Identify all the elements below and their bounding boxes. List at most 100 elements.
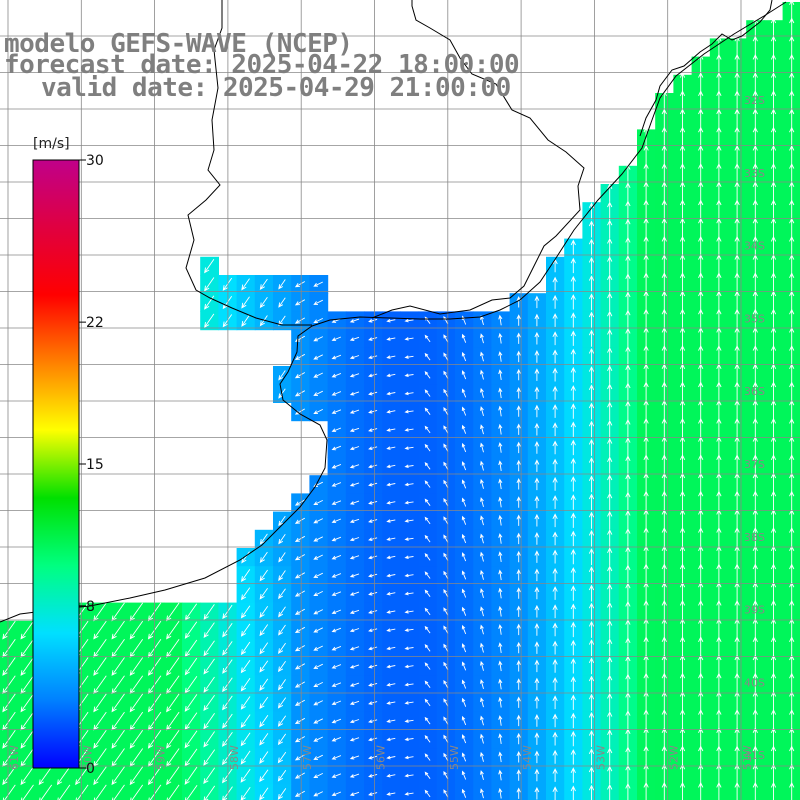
wind-arrow (552, 476, 558, 491)
wind-arrow (241, 551, 250, 564)
wind-arrow (424, 389, 431, 397)
wind-arrow (294, 663, 306, 670)
wind-arrow (607, 711, 613, 730)
wind-arrow (480, 460, 484, 471)
wind-arrow (368, 318, 378, 323)
wind-arrow (368, 500, 378, 505)
wind-arrow (203, 676, 215, 693)
wind-arrow (278, 515, 286, 527)
wind-arrow (607, 219, 613, 239)
wind-arrow (461, 570, 467, 580)
wind-arrow (368, 737, 378, 742)
wind-arrow (93, 766, 107, 786)
lat-label: 34S (744, 240, 765, 253)
wind-arrow (480, 569, 484, 580)
wind-arrow (461, 643, 467, 653)
wind-arrow (552, 367, 558, 382)
wind-arrow (480, 733, 484, 744)
lon-label: 61W (8, 745, 21, 770)
wind-cell (236, 784, 256, 800)
wind-cell (54, 784, 74, 800)
wind-arrow (278, 370, 286, 381)
wind-arrow (516, 732, 521, 745)
wind-arrow (111, 693, 125, 713)
wind-arrow (789, 781, 795, 800)
wind-arrow (607, 620, 613, 639)
wind-arrow (349, 336, 360, 341)
wind-arrow (588, 256, 595, 274)
wind-arrow (386, 610, 396, 614)
wind-arrow (404, 737, 414, 742)
wind-arrow (386, 410, 396, 414)
wind-arrow (424, 480, 431, 488)
wind-arrow (552, 713, 558, 728)
wind-arrow (111, 602, 125, 622)
wind-arrow (2, 657, 16, 676)
wind-arrow (241, 296, 250, 309)
wind-cell (182, 784, 201, 800)
wind-arrow (588, 784, 595, 800)
wind-arrow (552, 640, 558, 655)
wind-cell (418, 784, 438, 800)
wind-arrow (259, 551, 268, 563)
wind-arrow (129, 639, 144, 658)
wind-cell (72, 784, 92, 800)
wind-arrow (313, 281, 323, 287)
wind-arrow (498, 715, 503, 726)
wind-arrow (552, 567, 558, 582)
wind-arrow (349, 464, 360, 469)
wind-arrow (607, 510, 613, 530)
wind-arrow (443, 443, 449, 452)
wind-arrow (424, 571, 431, 579)
wind-arrow (204, 295, 215, 310)
wind-arrow (111, 766, 125, 786)
wind-arrow (498, 478, 503, 490)
wind-arrow (534, 786, 540, 800)
wind-arrow (607, 419, 613, 439)
wind-arrow (93, 639, 107, 658)
wind-arrow (534, 677, 540, 691)
wind-arrow (498, 769, 503, 781)
wind-arrow (480, 642, 484, 653)
wind-arrow (294, 372, 306, 379)
wind-arrow (588, 457, 595, 475)
wind-arrow (93, 730, 107, 749)
wind-arrow (349, 555, 360, 560)
wind-arrow (498, 423, 503, 435)
wind-arrow (349, 700, 360, 705)
wind-arrow (386, 573, 396, 578)
lat-label: 32S (744, 94, 765, 107)
wind-arrow (752, 781, 758, 800)
wind-arrow (368, 701, 378, 705)
wind-arrow (349, 773, 360, 778)
wind-arrow (313, 718, 323, 724)
wind-arrow (368, 464, 378, 469)
wind-arrow (498, 733, 503, 744)
wind-arrow (368, 573, 378, 578)
wind-arrow (294, 499, 306, 506)
wind-arrow (607, 565, 613, 585)
wind-arrow (570, 239, 576, 255)
wind-arrow (368, 610, 378, 614)
wind-arrow (2, 730, 16, 749)
wind-arrow (184, 730, 198, 749)
wind-arrow (278, 297, 286, 308)
wind-arrow (166, 730, 180, 749)
wind-arrow (607, 601, 613, 621)
wind-arrow (534, 386, 540, 400)
wind-arrow (404, 591, 414, 596)
wind-arrow (259, 587, 268, 600)
wind-arrow (20, 657, 34, 676)
wind-arrow (552, 513, 558, 528)
wind-arrow (607, 383, 613, 403)
wind-arrow (552, 586, 558, 600)
wind-arrow (552, 440, 558, 455)
wind-arrow (331, 700, 342, 706)
wind-arrow (166, 657, 180, 676)
wind-arrow (516, 350, 521, 363)
wind-arrow (588, 566, 595, 584)
wind-arrow (534, 422, 540, 436)
wind-arrow (588, 238, 595, 256)
wind-arrow (552, 349, 558, 364)
wind-arrow (534, 459, 540, 472)
